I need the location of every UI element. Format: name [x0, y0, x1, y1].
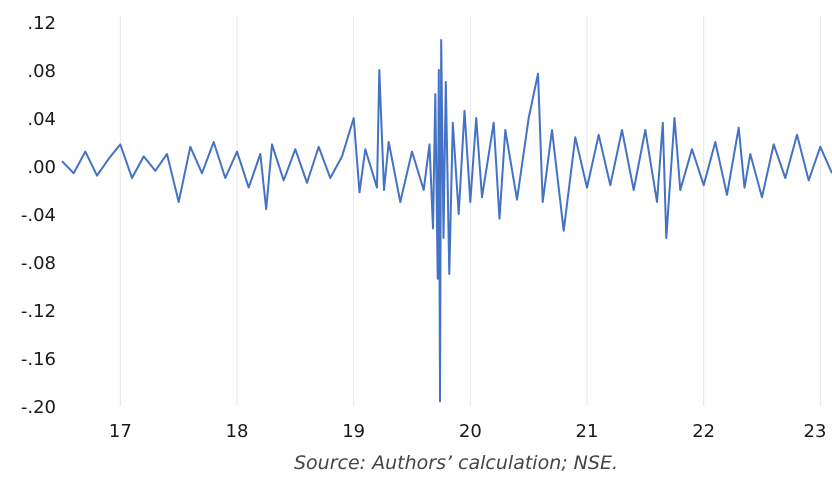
y-tick-label: -.16	[21, 349, 56, 370]
y-tick-label: .00	[27, 157, 56, 178]
y-tick-label: -.12	[21, 301, 56, 322]
x-tick-label: 21	[576, 421, 599, 442]
x-axis-tick-labels: 17 18 19 20 21 22 23	[109, 421, 827, 442]
y-tick-label: -.04	[21, 205, 56, 226]
source-note: Source: Authors’ calculation; NSE.	[294, 452, 618, 474]
x-tick-label: 17	[109, 421, 132, 442]
grid	[119, 16, 821, 406]
y-tick-label: -.20	[21, 397, 56, 418]
y-tick-label: -.08	[21, 253, 56, 274]
y-tick-label: .12	[27, 13, 56, 34]
x-tick-label: 19	[342, 421, 365, 442]
y-axis-tick-labels: .12 .08 .04 .00 -.04 -.08 -.12 -.16 -.20	[21, 13, 56, 418]
y-tick-label: .08	[27, 61, 56, 82]
series-layer	[61, 39, 832, 403]
series-line-0	[61, 39, 832, 403]
x-tick-label: 23	[804, 421, 827, 442]
x-tick-label: 22	[692, 421, 715, 442]
x-tick-label: 18	[226, 421, 249, 442]
x-tick-label: 20	[459, 421, 482, 442]
y-tick-label: .04	[27, 109, 56, 130]
